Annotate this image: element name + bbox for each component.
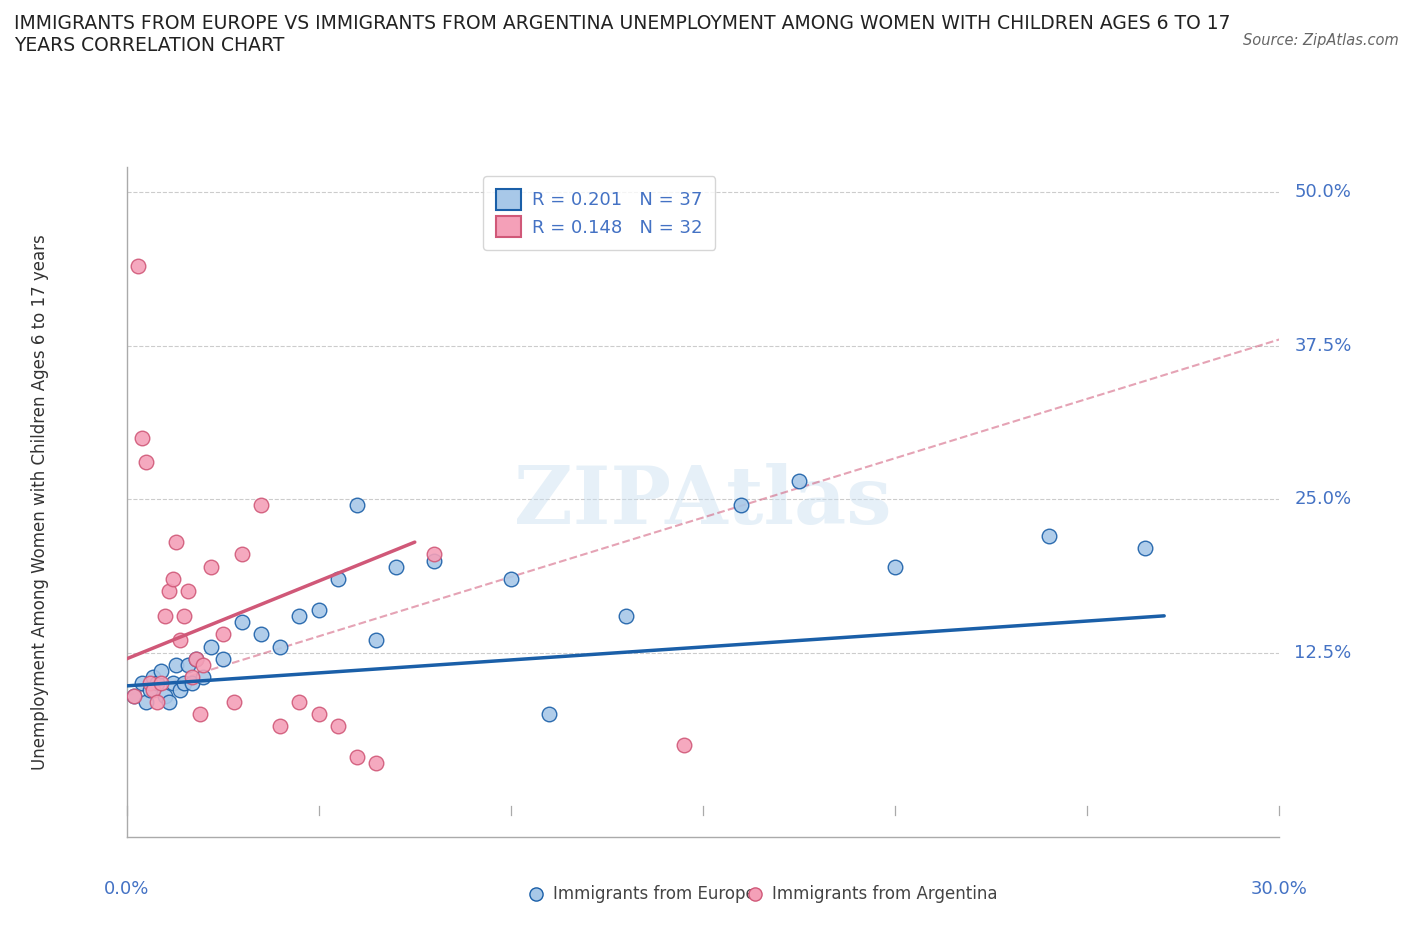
Point xyxy=(177,584,200,599)
Point xyxy=(184,651,207,666)
Point xyxy=(162,572,184,587)
Point xyxy=(193,658,215,672)
Text: 0.0%: 0.0% xyxy=(104,880,149,898)
Point xyxy=(614,608,637,623)
Text: 50.0%: 50.0% xyxy=(1295,183,1351,201)
Point xyxy=(162,676,184,691)
Point xyxy=(180,670,202,684)
Point xyxy=(127,259,149,273)
Point xyxy=(153,608,176,623)
Point xyxy=(180,676,202,691)
Point xyxy=(884,559,907,574)
Point xyxy=(200,559,222,574)
Point xyxy=(169,682,191,697)
Point xyxy=(200,639,222,654)
Point xyxy=(288,695,311,710)
Point xyxy=(135,695,157,710)
Point xyxy=(146,695,169,710)
Point xyxy=(131,431,153,445)
Point xyxy=(288,608,311,623)
Point xyxy=(366,756,388,771)
Point xyxy=(538,707,561,722)
Point xyxy=(177,658,200,672)
Point xyxy=(122,688,145,703)
Point xyxy=(150,676,173,691)
Point xyxy=(169,633,191,648)
Text: Unemployment Among Women with Children Ages 6 to 17 years: Unemployment Among Women with Children A… xyxy=(31,234,49,770)
Point xyxy=(131,676,153,691)
Point xyxy=(173,608,195,623)
Point xyxy=(346,750,368,764)
Point xyxy=(499,572,522,587)
Text: Immigrants from Argentina: Immigrants from Argentina xyxy=(772,885,998,903)
Text: 37.5%: 37.5% xyxy=(1295,337,1351,354)
Text: 25.0%: 25.0% xyxy=(1295,490,1351,508)
Point xyxy=(366,633,388,648)
Point xyxy=(138,682,160,697)
Text: 30.0%: 30.0% xyxy=(1251,880,1308,898)
Text: Source: ZipAtlas.com: Source: ZipAtlas.com xyxy=(1243,33,1399,47)
Legend: R = 0.201   N = 37, R = 0.148   N = 32: R = 0.201 N = 37, R = 0.148 N = 32 xyxy=(484,177,716,250)
Point xyxy=(730,498,752,512)
Point xyxy=(173,676,195,691)
Point xyxy=(423,553,446,568)
Point xyxy=(231,547,253,562)
Point xyxy=(138,676,160,691)
Point xyxy=(384,559,406,574)
Point xyxy=(250,498,273,512)
Point xyxy=(153,688,176,703)
Point xyxy=(346,498,368,512)
Point xyxy=(166,658,188,672)
Text: Immigrants from Europe: Immigrants from Europe xyxy=(553,885,756,903)
Point xyxy=(146,676,169,691)
Point xyxy=(135,455,157,470)
Point xyxy=(308,707,330,722)
Point xyxy=(250,627,273,642)
Text: IMMIGRANTS FROM EUROPE VS IMMIGRANTS FROM ARGENTINA UNEMPLOYMENT AMONG WOMEN WIT: IMMIGRANTS FROM EUROPE VS IMMIGRANTS FRO… xyxy=(14,14,1230,55)
Point xyxy=(326,719,349,734)
Point xyxy=(142,670,165,684)
Point xyxy=(157,695,180,710)
Point xyxy=(224,695,246,710)
Point xyxy=(326,572,349,587)
Point xyxy=(188,707,211,722)
Point xyxy=(269,719,291,734)
Point xyxy=(142,682,165,697)
Point xyxy=(787,473,810,488)
Point xyxy=(269,639,291,654)
Point xyxy=(1038,528,1060,543)
Point xyxy=(308,603,330,618)
Point xyxy=(423,547,446,562)
Point xyxy=(231,615,253,630)
Point xyxy=(157,584,180,599)
Point xyxy=(672,737,695,752)
Point xyxy=(211,627,233,642)
Point xyxy=(166,535,188,550)
Point xyxy=(184,651,207,666)
Text: 12.5%: 12.5% xyxy=(1295,644,1351,662)
Point xyxy=(211,651,233,666)
Point xyxy=(193,670,215,684)
Point xyxy=(150,664,173,679)
Text: ZIPAtlas: ZIPAtlas xyxy=(515,463,891,541)
Point xyxy=(122,688,145,703)
Point xyxy=(1133,541,1156,556)
